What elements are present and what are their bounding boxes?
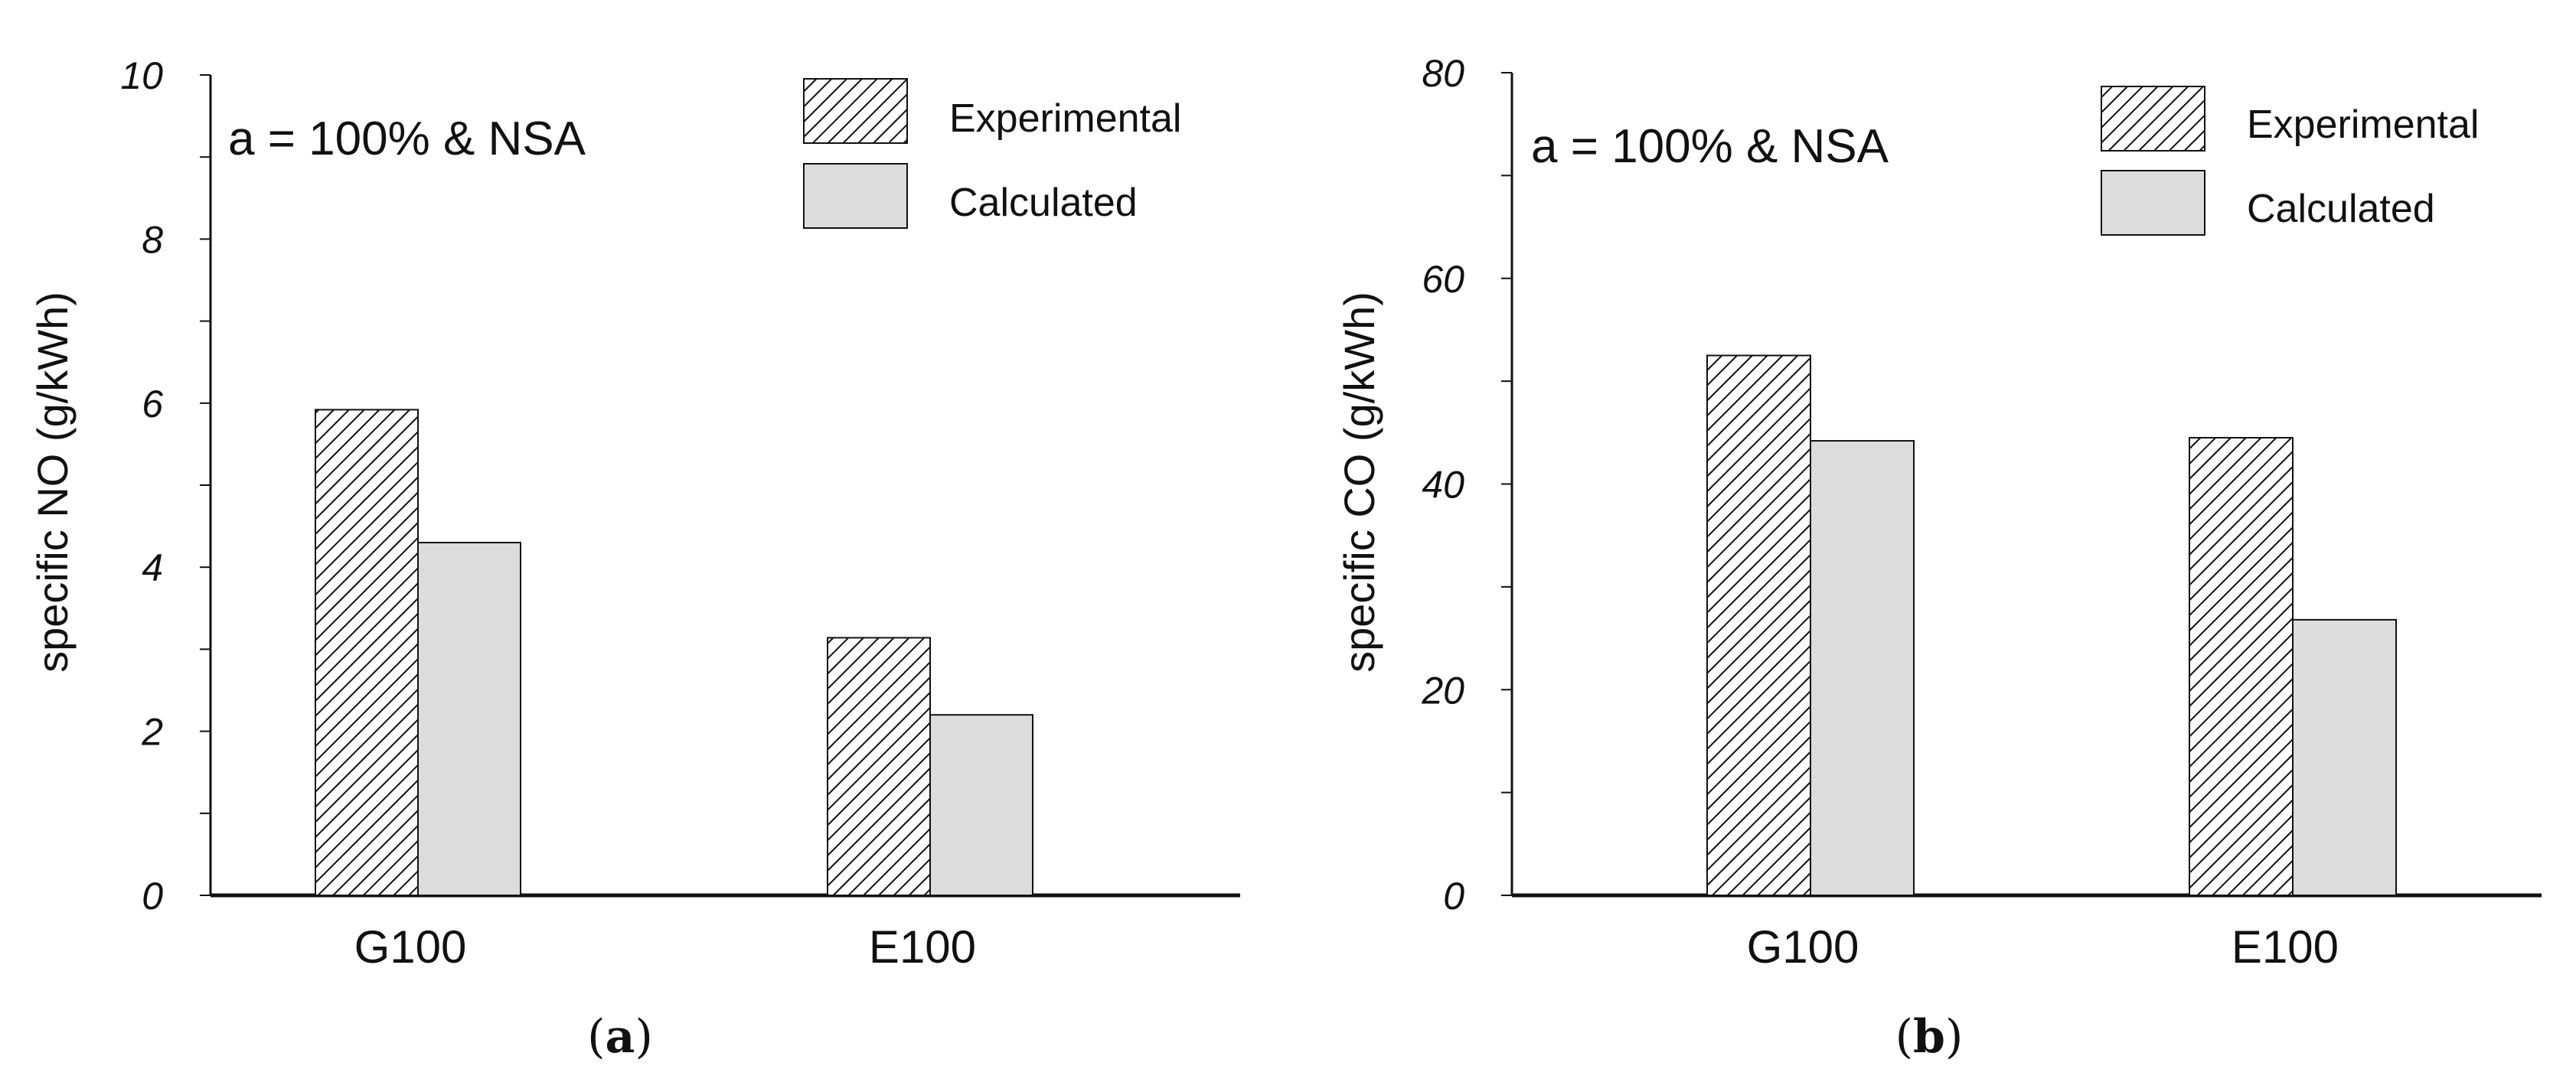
panel-label-a: (a) [587, 1010, 653, 1064]
y-tick-label: 2 [141, 711, 163, 754]
panel-label-b-letter: b [1913, 1010, 1945, 1064]
panel-label-a-close: ) [635, 1010, 652, 1064]
y-tick-label: 40 [1422, 464, 1464, 507]
x-tick-label-g100: G100 [354, 921, 467, 973]
x-axis-a: G100 E100 [354, 921, 976, 973]
panel-label-a-open: ( [587, 1010, 605, 1064]
y-tick-label: 0 [1443, 875, 1464, 918]
bar-experimental-g100 [315, 409, 419, 896]
y-tick-label: 10 [120, 54, 163, 97]
legend-swatch-experimental-a [803, 78, 908, 144]
legend-label-experimental-a: Experimental [949, 96, 1181, 141]
bar-calculated-g100 [417, 542, 521, 896]
panel-label-b: (b) [1895, 1010, 1964, 1064]
bar-calculated-g100 [1810, 440, 1915, 896]
x-tick-label-e100: E100 [2232, 921, 2339, 973]
bar-experimental-e100 [2189, 437, 2294, 896]
y-tick-label: 8 [142, 218, 163, 261]
legend-swatch-calculated-b [2101, 170, 2205, 236]
legend-a: Experimental Calculated [803, 78, 1181, 229]
annotation-a: a = 100% & NSA [228, 112, 586, 165]
x-tick-label-g100: G100 [1747, 921, 1859, 973]
x-axis-b: G100 E100 [1747, 921, 2339, 973]
bars-b [1706, 354, 2397, 896]
legend-label-calculated-a: Calculated [949, 181, 1138, 225]
chart-panel-a: 0 2 4 6 8 10 G100 E100 specific NO (g/kWh) a =… [28, 54, 1240, 1064]
y-tick-label: 60 [1422, 258, 1464, 301]
x-tick-label-e100: E100 [869, 921, 976, 973]
y-tick-label: 20 [1421, 669, 1464, 712]
bar-experimental-e100 [827, 637, 931, 897]
legend-swatch-experimental-b [2101, 86, 2205, 152]
bars-a [315, 409, 1033, 897]
legend-b: Experimental Calculated [2101, 86, 2479, 236]
y-tick-label: 6 [142, 383, 163, 425]
panel-label-b-open: ( [1895, 1010, 1913, 1064]
bar-experimental-g100 [1706, 354, 1811, 896]
legend-label-experimental-b: Experimental [2247, 103, 2479, 147]
y-tick-label: 80 [1422, 52, 1464, 95]
y-axis-label-a: specific NO (g/kWh) [28, 292, 77, 673]
legend-swatch-calculated-a [803, 163, 908, 229]
y-axis-label-b: specific CO (g/kWh) [1335, 292, 1383, 673]
panel-label-a-letter: a [606, 1010, 635, 1064]
y-tick-label: 0 [142, 875, 163, 918]
chart-panel-b: 0 20 40 60 80 G100 E100 specific CO (g/kWh) a… [1335, 52, 2542, 1064]
panel-label-b-close: ) [1945, 1010, 1963, 1064]
legend-label-calculated-b: Calculated [2247, 187, 2435, 231]
y-tick-label: 4 [142, 546, 163, 589]
annotation-b: a = 100% & NSA [1531, 120, 1889, 173]
bar-calculated-e100 [929, 714, 1033, 896]
bar-calculated-e100 [2292, 618, 2397, 896]
